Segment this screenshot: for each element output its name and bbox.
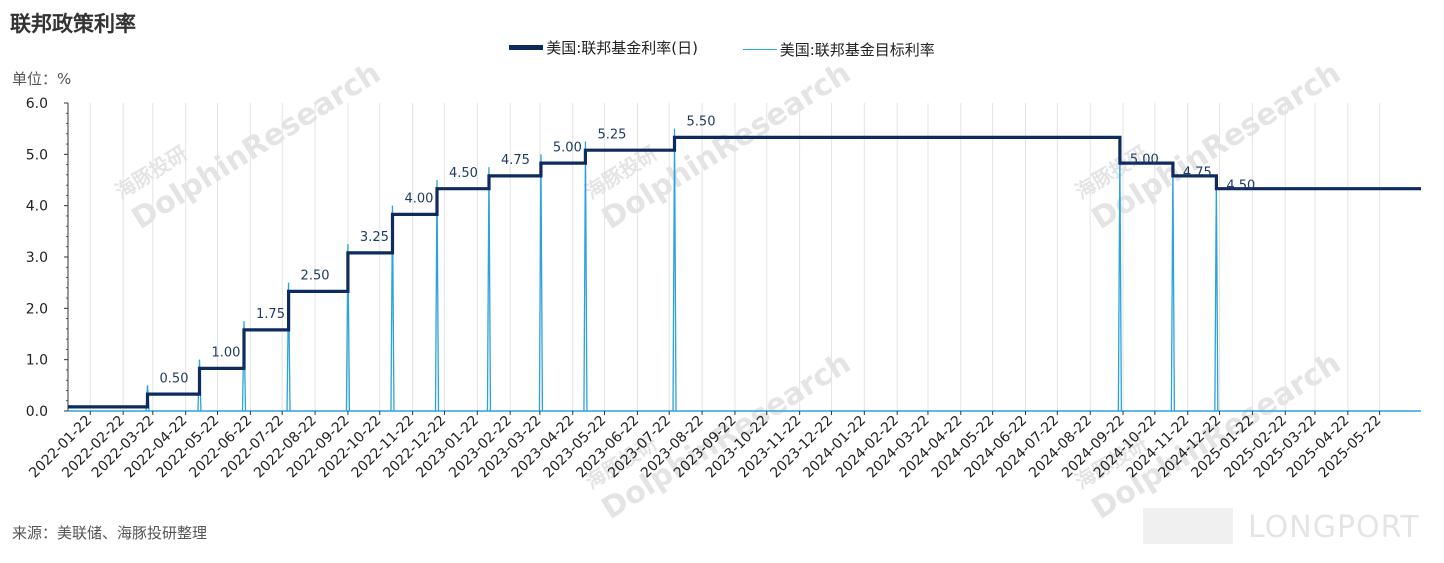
target-rate-spike bbox=[1214, 179, 1219, 412]
watermark-brand-text: DolphinResearch bbox=[596, 55, 857, 236]
y-tick-label: 3.0 bbox=[26, 250, 48, 266]
data-label: 4.00 bbox=[404, 192, 433, 207]
target-rate-spike bbox=[672, 128, 677, 412]
page-title: 联邦政策利率 bbox=[10, 12, 136, 36]
y-tick-label: 6.0 bbox=[26, 96, 48, 112]
data-label: 2.50 bbox=[301, 269, 330, 284]
series-daily-rate bbox=[68, 135, 1421, 409]
data-label: 5.25 bbox=[597, 128, 626, 143]
daily-rate-line bbox=[68, 135, 1421, 409]
target-rate-spike bbox=[286, 282, 291, 412]
watermark-corner-text: LONGPORT bbox=[1248, 510, 1420, 545]
series-target-rate bbox=[145, 128, 1219, 412]
legend-swatch-target bbox=[742, 48, 777, 50]
chart-grid bbox=[89, 103, 1381, 411]
y-tick-label: 4.0 bbox=[26, 199, 48, 215]
data-label: 4.50 bbox=[1226, 178, 1255, 193]
y-tick-label: 1.0 bbox=[26, 353, 48, 369]
legend-item-daily-rate[interactable]: 美国:联邦基金利率(日) bbox=[509, 37, 698, 58]
chart-legend: 美国:联邦基金利率(日) 美国:联邦基金目标利率 bbox=[0, 36, 1444, 60]
unit-label: 单位：% bbox=[12, 70, 72, 88]
target-rate-spike bbox=[345, 244, 351, 412]
data-label: 4.50 bbox=[449, 166, 478, 181]
target-rate-spike bbox=[486, 167, 492, 412]
target-rate-spike bbox=[583, 141, 588, 412]
data-label: 1.75 bbox=[256, 307, 285, 322]
target-rate-spike bbox=[1170, 167, 1176, 412]
target-rate-spike bbox=[241, 321, 247, 412]
y-tick-label: 0.0 bbox=[26, 404, 48, 420]
legend-item-target-rate[interactable]: 美国:联邦基金目标利率 bbox=[742, 39, 935, 60]
data-label: 4.75 bbox=[1183, 165, 1212, 180]
legend-label-daily: 美国:联邦基金利率(日) bbox=[546, 39, 698, 57]
data-label: 5.00 bbox=[553, 140, 582, 155]
data-label: 3.25 bbox=[360, 230, 389, 245]
source-note: 来源：美联储、海豚投研整理 bbox=[12, 524, 208, 542]
target-rate-spike bbox=[538, 154, 544, 412]
target-rate-spike bbox=[390, 205, 395, 412]
data-label: 1.00 bbox=[211, 346, 240, 361]
data-label: 5.50 bbox=[687, 115, 716, 130]
y-tick-label: 2.0 bbox=[26, 301, 48, 317]
data-label: 5.00 bbox=[1130, 153, 1159, 168]
data-label: 0.50 bbox=[160, 371, 189, 386]
data-labels: 0.50 1.00 1.75 2.50 3.25 4.00 4.50 4.75 5.00 5.25… bbox=[160, 115, 1256, 387]
watermark-corner-logo bbox=[1143, 508, 1233, 544]
target-rate-spike bbox=[434, 179, 440, 412]
legend-label-target: 美国:联邦基金目标利率 bbox=[779, 40, 935, 59]
data-label: 4.75 bbox=[501, 153, 530, 168]
y-tick-label: 5.0 bbox=[26, 147, 48, 163]
legend-swatch-daily bbox=[509, 45, 544, 50]
